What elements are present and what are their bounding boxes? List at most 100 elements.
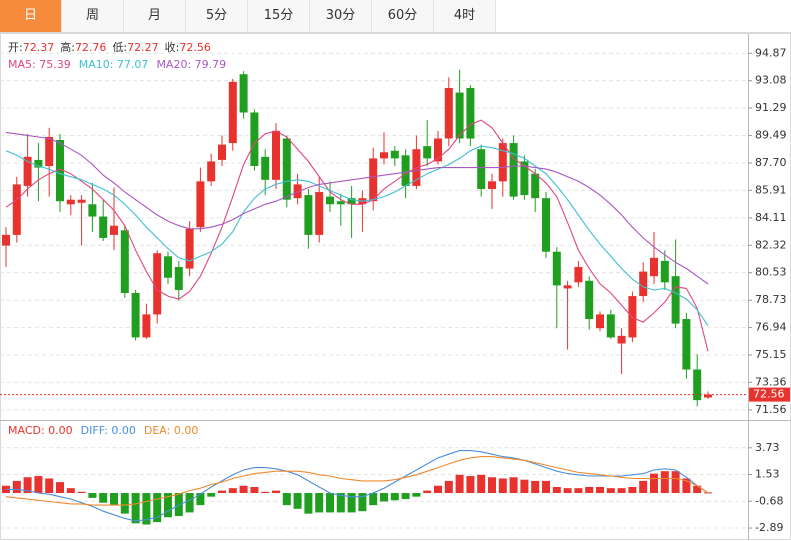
candle-body [434, 138, 442, 162]
macd-bar [282, 493, 291, 506]
candle-body [34, 159, 43, 168]
macd-bar [617, 488, 626, 494]
y-tick-label: 87.70 [755, 156, 787, 169]
macd-bar [88, 493, 97, 498]
candle-body [12, 184, 21, 235]
macd-bar [228, 488, 237, 494]
info-value: 72.27 [127, 41, 159, 54]
macd-bar [239, 485, 248, 494]
candle-body [77, 199, 86, 203]
indicator-line [5, 145, 709, 326]
legend-entry: MA10: 77.07 [79, 58, 149, 71]
candle-body [282, 138, 291, 200]
candle-body [520, 161, 529, 196]
candle-body [542, 198, 550, 252]
macd-bar [477, 474, 486, 494]
macd-bar [207, 493, 216, 497]
period-tab[interactable]: 日 [0, 0, 62, 32]
y-tick-label: -0.68 [755, 494, 783, 507]
period-tab[interactable]: 30分 [310, 0, 372, 32]
candle-body [56, 140, 64, 202]
period-tab[interactable]: 15分 [248, 0, 310, 32]
macd-bar [563, 488, 572, 494]
candle-body [218, 144, 226, 160]
macd-bar [12, 480, 21, 494]
macd-bar [304, 493, 313, 514]
candle-body [531, 173, 540, 199]
candle-body [552, 251, 561, 286]
macd-bar [131, 493, 140, 524]
macd-bar [34, 476, 43, 494]
macd-bar [45, 478, 54, 494]
candle-body [185, 228, 194, 269]
macd-bar [444, 480, 453, 494]
candle-body [660, 260, 669, 283]
macd-bar [185, 493, 194, 513]
macd-bar [520, 479, 529, 494]
info-value: 72.56 [179, 41, 211, 54]
candle-body [239, 74, 248, 113]
indicator-line [5, 119, 709, 352]
candle-body [174, 267, 183, 290]
candle-body [304, 195, 313, 235]
candle-body [488, 181, 496, 189]
macd-bar [693, 485, 702, 494]
candle-body [336, 201, 345, 205]
macd-bar [196, 493, 205, 506]
macd-bar [369, 493, 378, 506]
candle-body [596, 314, 604, 329]
period-tab[interactable]: 60分 [372, 0, 434, 32]
candle-body [585, 280, 594, 320]
candle-body [228, 81, 237, 144]
macd-bar [466, 476, 475, 494]
macd-legend: MACD: 0.00 DIFF: 0.00 DEA: 0.00 [8, 424, 198, 437]
candle-body [509, 143, 518, 197]
macd-bar [531, 480, 540, 494]
y-tick-label: 76.94 [755, 321, 787, 334]
macd-bar [250, 486, 259, 494]
candle-body [369, 158, 378, 202]
macd-bar [596, 486, 604, 494]
y-tick-label: 3.73 [755, 441, 780, 454]
macd-bar [542, 480, 550, 494]
candle-body [272, 130, 280, 180]
y-tick-label: 75.15 [755, 348, 787, 361]
y-tick-label: 80.53 [755, 266, 787, 279]
candle-body [639, 271, 648, 297]
macd-bar [650, 473, 658, 494]
period-tab[interactable]: 5分 [186, 0, 248, 32]
macd-bar [56, 482, 64, 494]
info-label: 低: [112, 41, 127, 54]
y-tick-label: 91.29 [755, 101, 787, 114]
candle-body [120, 230, 129, 294]
candle-body [347, 198, 356, 205]
candle-body [315, 192, 324, 235]
candle-body [455, 92, 464, 139]
macd-bar [423, 490, 432, 494]
y-tick-label: 73.36 [755, 375, 787, 388]
macd-bar [509, 477, 518, 494]
macd-bar [23, 477, 32, 494]
candle-body [99, 216, 108, 238]
legend-entry: MA5: 75.39 [8, 58, 71, 71]
period-tab[interactable]: 月 [124, 0, 186, 32]
period-tab[interactable]: 周 [62, 0, 124, 32]
candle-body [682, 319, 691, 370]
candle-body [693, 369, 702, 401]
macd-bar [574, 488, 583, 494]
candle-body [2, 234, 10, 246]
macd-bar [455, 474, 464, 494]
info-label: 收: [165, 40, 180, 54]
macd-bar [585, 486, 594, 494]
info-value: 72.76 [75, 41, 107, 54]
ohlc-info: 开:72.37 高:72.76 低:72.27 收:72.56 [8, 40, 211, 54]
candle-body [45, 136, 54, 167]
period-tab[interactable]: 4时 [434, 0, 496, 32]
period-tabs: 日周月 5分 15分 30分 60分 4时 [0, 0, 791, 33]
y-tick-label: 82.32 [755, 238, 787, 251]
macd-bar [120, 493, 129, 514]
info-value: 72.37 [23, 41, 55, 54]
macd-bar [326, 493, 334, 513]
